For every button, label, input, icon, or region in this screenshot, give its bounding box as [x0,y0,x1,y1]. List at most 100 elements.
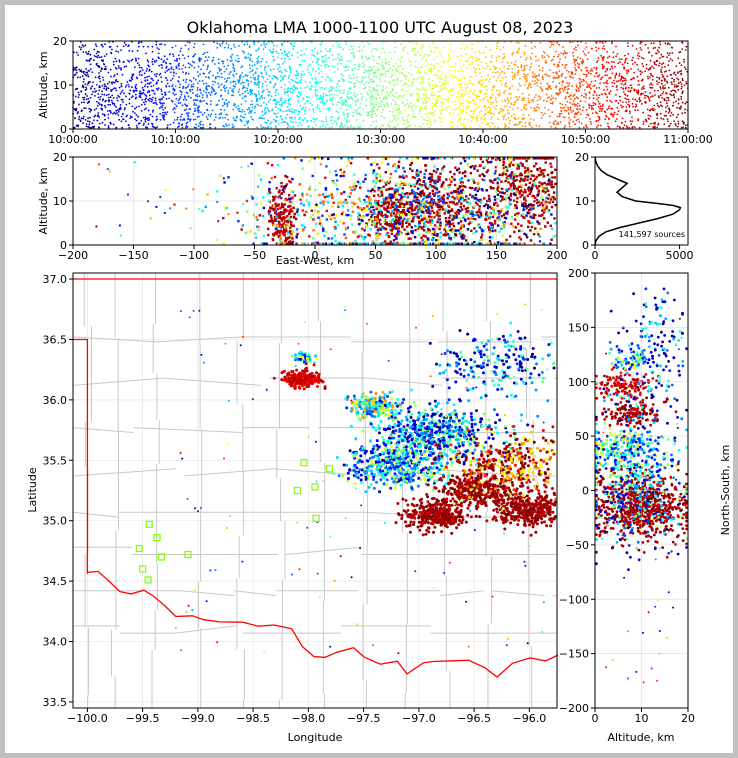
time-altitude-point [88,107,91,110]
time-altitude-point [345,119,348,121]
time-altitude-point [380,124,383,127]
time-altitude-point [466,66,468,69]
east-west-point [369,210,372,213]
time-altitude-point [503,65,505,68]
time-altitude-point [306,68,309,71]
time-altitude-point [611,72,614,75]
time-altitude-point [279,70,282,72]
time-altitude-point [560,110,563,112]
time-altitude-point [608,55,611,58]
time-altitude-point [585,109,588,111]
time-altitude-point [200,120,202,123]
time-altitude-point [570,111,573,113]
time-altitude-point [112,123,115,126]
time-altitude-point [225,42,228,45]
time-altitude-point [79,48,82,51]
time-altitude-point [535,74,537,77]
time-altitude-point [333,120,336,123]
time-altitude-point [82,86,85,89]
time-altitude-point [328,94,331,97]
time-altitude-point [168,97,171,100]
time-altitude-point [625,57,628,60]
time-altitude-point [290,116,293,119]
time-altitude-point [406,99,409,101]
time-altitude-point [597,119,600,122]
east-west-point [285,215,289,218]
time-altitude-point [118,66,120,69]
time-altitude-point [647,117,650,120]
time-altitude-point [567,112,570,115]
east-west-point [274,202,277,205]
time-altitude-point [234,46,236,48]
time-altitude-point [422,102,425,105]
time-altitude-point [88,100,91,103]
time-altitude-point [280,99,283,102]
east-west-point [256,218,259,221]
time-altitude-point [156,72,158,75]
time-altitude-point [365,75,367,78]
time-altitude-point [467,106,470,108]
time-altitude-point [585,81,588,83]
time-altitude-point [522,69,525,72]
time-altitude-point [114,57,117,60]
time-altitude-point [357,107,359,110]
time-altitude-point [421,75,424,78]
time-altitude-point [148,68,151,71]
time-altitude-point [202,64,205,66]
east-west-point [465,195,468,198]
time-altitude-point [524,58,527,61]
time-altitude-point [410,105,413,108]
time-altitude-point [232,108,235,111]
time-altitude-point [191,64,193,67]
time-altitude-point [123,66,126,68]
time-altitude-point [84,119,87,121]
time-altitude-point [166,126,169,129]
time-altitude-point [260,95,262,98]
time-altitude-point [477,95,480,98]
time-altitude-point [185,99,188,101]
time-altitude-point [255,84,258,87]
time-altitude-point [156,89,159,91]
time-altitude-point [83,101,85,104]
time-altitude-point [272,74,275,77]
time-altitude-point [87,50,90,53]
time-altitude-point [282,75,285,78]
time-altitude-point [568,82,571,85]
time-altitude-point [642,123,645,125]
time-altitude-point [650,42,653,45]
time-altitude-point [469,101,472,103]
time-altitude-point [595,72,597,74]
time-altitude-point [96,50,99,53]
time-altitude-point [136,77,139,80]
time-altitude-point [576,56,579,59]
time-altitude-point [637,57,640,60]
time-altitude-point [261,75,263,78]
time-altitude-point [260,44,262,47]
time-altitude-point [633,71,636,74]
time-altitude-point [434,110,437,112]
time-altitude-point [542,114,544,116]
time-altitude-point [206,88,208,91]
time-altitude-point [447,97,450,100]
time-altitude-point [223,109,226,111]
time-altitude-point [684,49,687,51]
time-altitude-point [631,44,634,47]
time-altitude-point [530,41,533,44]
time-altitude-point [521,97,524,100]
time-altitude-point [225,123,227,125]
time-altitude-point [95,107,98,110]
time-altitude-point [168,53,171,56]
time-altitude-point [316,94,319,97]
time-altitude-point [118,86,121,89]
time-altitude-point [185,91,188,94]
time-altitude-point [206,94,208,97]
time-altitude-point [280,105,283,107]
time-tick-label: 10:40:00 [458,133,507,146]
time-altitude-point [75,71,78,74]
time-altitude-point [103,63,106,66]
time-altitude-point [535,109,538,112]
time-altitude-point [179,115,182,118]
time-altitude-point [635,105,638,108]
time-altitude-point [642,92,644,95]
time-altitude-point [108,109,111,112]
